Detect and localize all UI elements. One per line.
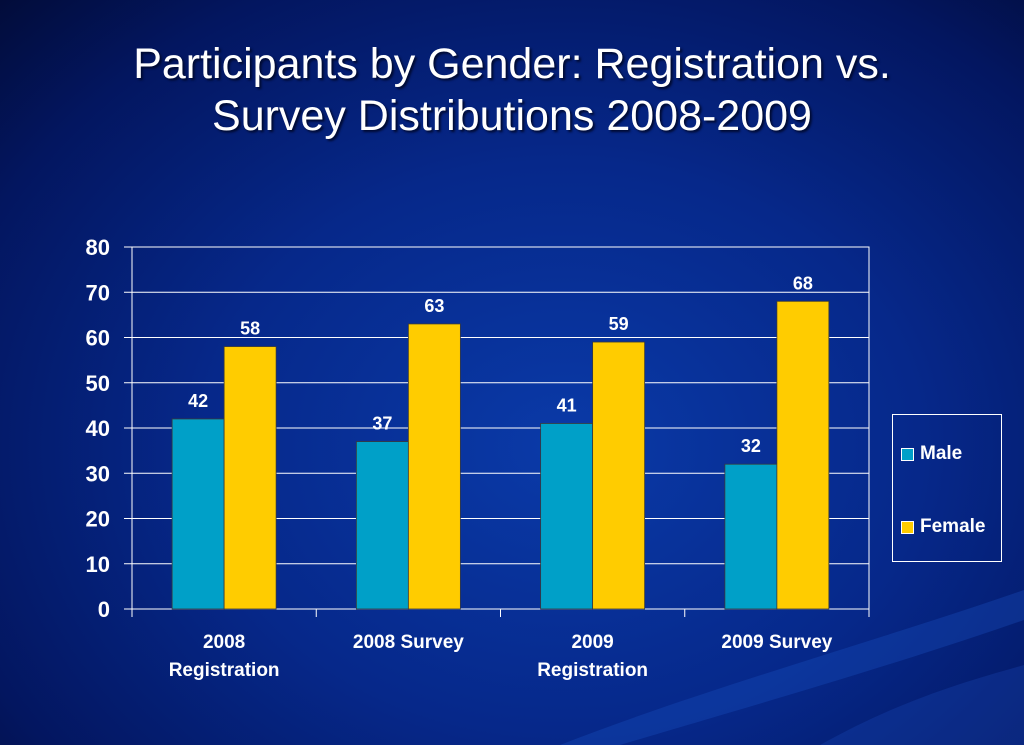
bar-male	[171, 418, 225, 610]
data-label-female: 58	[240, 319, 260, 339]
legend-label-female: Female	[920, 516, 986, 537]
legend-item-male: Male	[901, 443, 962, 465]
x-category-label: 2008 Survey	[353, 632, 464, 653]
x-category-label: 2008	[203, 632, 245, 653]
legend-swatch-male	[901, 447, 914, 461]
y-tick-label: 20	[86, 507, 110, 532]
bar-female	[776, 300, 830, 610]
bar-female	[223, 346, 277, 610]
slide-title: Participants by Gender: Registration vs.…	[0, 38, 1024, 142]
bar-male	[724, 463, 778, 610]
data-label-male: 41	[557, 395, 577, 415]
slide-title-line-1: Participants by Gender: Registration vs.	[133, 40, 891, 88]
legend-item-female: Female	[901, 516, 985, 538]
x-category-label: Registration	[169, 660, 280, 681]
bar-female	[592, 341, 646, 610]
bar-male	[355, 441, 409, 610]
legend-swatch-female	[901, 520, 914, 534]
chart-legend: Male Female	[892, 414, 1002, 562]
y-tick-label: 30	[86, 461, 110, 486]
x-category-label: 2009 Survey	[721, 632, 832, 653]
y-tick-label: 10	[86, 552, 110, 577]
data-label-female: 68	[793, 273, 813, 293]
data-label-female: 59	[609, 314, 629, 334]
data-label-female: 63	[424, 296, 444, 316]
x-category-label: 2009	[571, 632, 613, 653]
bar-female	[407, 323, 461, 610]
data-label-male: 42	[188, 391, 208, 411]
y-tick-label: 80	[86, 235, 110, 260]
y-tick-label: 40	[86, 416, 110, 441]
y-tick-label: 50	[86, 371, 110, 396]
bar-male	[540, 423, 594, 610]
y-tick-label: 0	[98, 597, 110, 622]
data-label-male: 37	[372, 414, 392, 434]
x-category-label: Registration	[537, 660, 648, 681]
y-tick-label: 60	[86, 326, 110, 351]
y-tick-label: 70	[86, 280, 110, 305]
slide-title-line-2: Survey Distributions 2008-2009	[212, 92, 812, 140]
legend-label-male: Male	[920, 443, 963, 464]
data-label-male: 32	[741, 436, 761, 456]
